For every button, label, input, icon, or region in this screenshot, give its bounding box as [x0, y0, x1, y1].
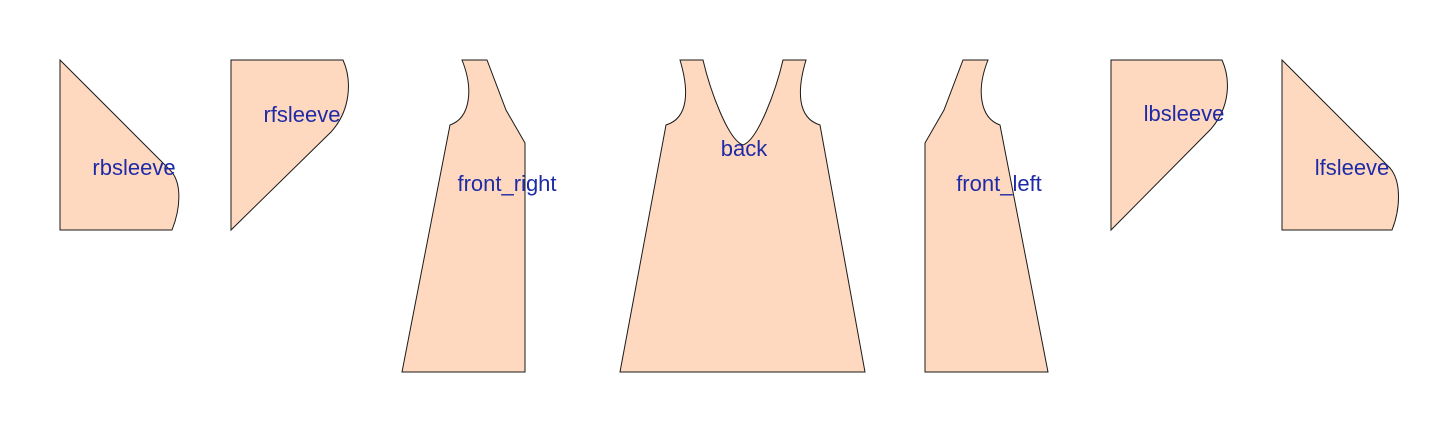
rbsleeve-outline [59, 58, 180, 231]
rfsleeve-outline [230, 59, 349, 232]
front-left-outline [924, 59, 1049, 373]
piece-rfsleeve: rfsleeve [230, 59, 349, 232]
lbsleeve-label: lbsleeve [1144, 101, 1225, 126]
front-right-label: front_right [457, 171, 556, 196]
piece-lbsleeve: lbsleeve [1110, 59, 1228, 232]
back-outline [619, 59, 866, 373]
lfsleeve-label: lfsleeve [1315, 155, 1390, 180]
piece-front-right: front_right [401, 59, 557, 373]
piece-front-left: front_left [924, 59, 1049, 373]
piece-back: back [619, 59, 866, 373]
lfsleeve-outline [1281, 58, 1399, 231]
rfsleeve-label: rfsleeve [263, 102, 340, 127]
lbsleeve-outline [1110, 59, 1228, 232]
piece-rbsleeve: rbsleeve [59, 58, 180, 231]
back-label: back [721, 136, 768, 161]
front-right-outline [401, 59, 526, 373]
piece-lfsleeve: lfsleeve [1281, 58, 1399, 231]
front-left-label: front_left [956, 171, 1042, 196]
rbsleeve-label: rbsleeve [92, 155, 175, 180]
